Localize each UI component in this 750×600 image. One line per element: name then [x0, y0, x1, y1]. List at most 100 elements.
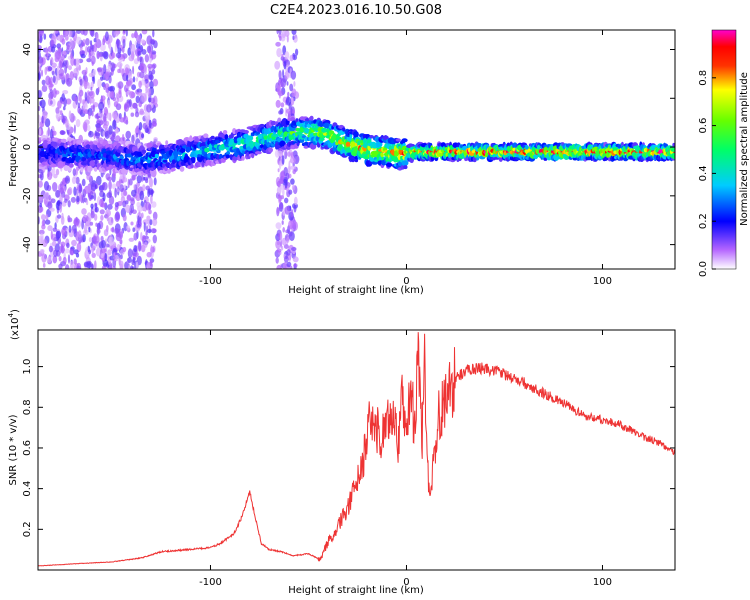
spectrogram-noise-cell — [133, 184, 136, 190]
spectrogram-noise-cell — [61, 130, 66, 135]
spectrogram-ridge-cell — [671, 152, 675, 160]
spectrogram-noise-cell — [43, 181, 50, 191]
spectrogram-noise-cell — [89, 90, 95, 99]
spectrogram-noise-cell — [126, 74, 129, 82]
spectrogram-noise-cell — [64, 264, 70, 269]
spectrogram-ridge-cell — [525, 144, 529, 150]
spectrogram-noise-cell — [96, 126, 103, 132]
spectrogram-noise-cell — [58, 255, 62, 262]
spectrogram-noise-cell — [65, 248, 70, 254]
colorbar-gradient — [711, 29, 737, 270]
spectrogram-noise-cell — [150, 194, 153, 204]
spectrogram-ridge-core — [420, 150, 423, 154]
spectrogram-noise-cell — [138, 242, 142, 252]
spectrogram-noise-cell — [279, 171, 285, 181]
spectrogram-noise-cell — [76, 262, 82, 269]
spectrogram-noise-cell — [96, 225, 100, 236]
spectrogram-ridge-cell — [190, 164, 194, 169]
spectrogram-noise-cell — [279, 35, 282, 41]
spectrogram-noise-cell — [38, 73, 41, 82]
spectrogram-noise-cell — [55, 190, 61, 198]
spectrogram-noise-cell — [135, 77, 139, 82]
spectrogram-noise-cell — [93, 235, 97, 245]
spectrogram-noise-cell — [41, 69, 43, 77]
spectrogram-noise-cell — [41, 253, 47, 263]
spectrogram-noise-cell — [284, 179, 288, 189]
spectrogram-noise-cell — [113, 251, 116, 262]
spectrogram-noise-cell — [63, 106, 66, 111]
spectrogram-noise-cell — [42, 263, 46, 268]
spectrogram-noise-cell — [125, 204, 131, 213]
spectrogram-noise-cell — [90, 203, 94, 209]
spectrogram-noise-cell — [100, 253, 104, 259]
spectrogram-noise-cell — [130, 112, 135, 117]
spectrogram-noise-cell — [78, 230, 82, 238]
spectrogram-noise-cell — [52, 75, 56, 83]
spectrogram-ridge-cell — [367, 139, 372, 144]
spectrogram-noise-cell — [134, 111, 140, 118]
spectrogram-ridge-cell — [189, 135, 193, 142]
spectrogram-ridge-cell — [146, 142, 153, 149]
spectrogram-noise-cell — [59, 110, 63, 116]
spectrogram-noise-cell — [79, 95, 82, 104]
spectrogram-noise-cell — [88, 237, 93, 243]
spectrogram-noise-cell — [112, 131, 116, 138]
snr-x-tick-label: 0 — [403, 577, 409, 588]
spectrogram-ridge-cell — [80, 166, 84, 173]
spectrogram-noise-cell — [136, 174, 142, 184]
spectrogram-noise-cell — [91, 252, 96, 258]
spectrogram-y-ticks: -40 -20 0 20 40 — [22, 43, 675, 253]
spectrogram-noise-cell — [55, 113, 61, 120]
spectrogram-noise-cell — [57, 214, 62, 219]
spectrogram-noise-cell — [145, 201, 151, 211]
spectrogram-noise-cell — [39, 203, 43, 208]
spectrogram-noise-cell — [110, 62, 116, 72]
spectrogram-noise-cell — [49, 128, 54, 139]
spectrogram-noise-cell — [40, 99, 46, 109]
spectrogram-noise-cell — [71, 176, 77, 185]
spectrogram-noise-cell — [38, 128, 42, 136]
spectrogram-noise-cell — [125, 130, 131, 139]
spectrogram-noise-cell — [41, 170, 44, 176]
spectrogram-noise-cell — [62, 62, 65, 68]
spectrogram-noise-cell — [132, 76, 136, 83]
spectrogram-noise-cell — [139, 71, 145, 79]
spectrogram-y-tick-label: 40 — [22, 43, 33, 56]
colorbar-tick-label: 0.2 — [698, 213, 709, 229]
spectrogram-noise-cell — [75, 119, 81, 128]
snr-y-tick-label: 0.8 — [22, 399, 33, 415]
spectrogram-noise-cell — [61, 54, 65, 61]
spectrogram-noise-cell — [288, 189, 293, 195]
spectrogram-noise-cell — [109, 42, 112, 53]
spectrogram-noise-cell — [52, 167, 56, 176]
spectrogram-ridge-core — [551, 150, 554, 154]
spectrogram-noise-cell — [78, 192, 83, 202]
spectrogram-x-tick-label: 0 — [403, 276, 409, 287]
spectrogram-noise-cell — [57, 54, 62, 63]
spectrogram-noise-cell — [128, 178, 133, 186]
spectrogram-noise-cell — [117, 68, 121, 74]
spectrogram-ridge-cell — [350, 141, 356, 148]
spectrogram-noise-cell — [41, 115, 44, 124]
spectrogram-noise-cell — [134, 252, 139, 257]
snr-series-line — [38, 332, 675, 567]
spectrogram-noise-cell — [148, 209, 152, 215]
spectrogram-noise-cell — [279, 232, 283, 242]
snr-y-ticks: 0.2 0.4 0.6 0.8 1.0 — [22, 359, 675, 537]
spectrogram-ridge-cell — [572, 157, 578, 161]
spectrogram-noise-cell — [125, 80, 132, 86]
spectrogram-x-ticks: -100 0 100 — [199, 30, 612, 287]
spectrogram-noise-cell — [153, 137, 158, 142]
spectrogram-noise-cell — [89, 221, 94, 226]
spectrogram-noise-cell — [280, 195, 285, 200]
spectrogram-noise-cell — [278, 110, 283, 115]
spectrogram-noise-cell — [95, 132, 100, 139]
spectrogram-noise-cell — [62, 90, 69, 95]
spectrogram-noise-cell — [73, 186, 77, 196]
snr-y-tick-label: 0.4 — [22, 481, 33, 497]
spectrogram-ridge-cell — [536, 144, 541, 150]
spectrogram-noise-cell — [51, 46, 56, 53]
spectrogram-noise-cell — [87, 184, 91, 194]
spectrogram-noise-cell — [145, 117, 149, 125]
snr-scale-label: (x104) — [7, 309, 21, 340]
